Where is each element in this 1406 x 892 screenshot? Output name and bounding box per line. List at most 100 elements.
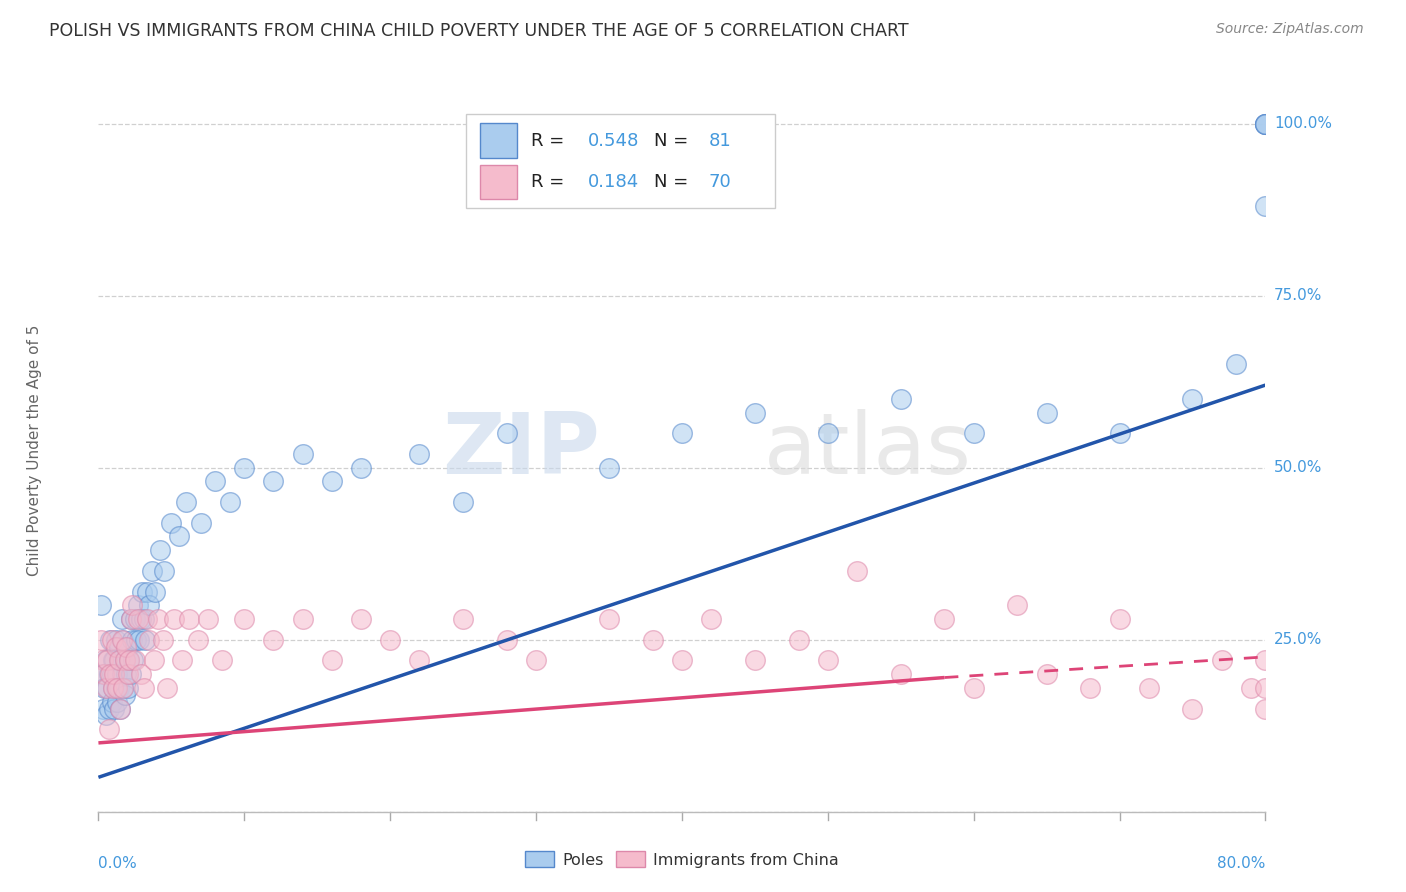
Text: 0.0%: 0.0%	[98, 856, 138, 871]
Point	[121, 632, 143, 647]
Point	[132, 612, 155, 626]
Text: ZIP: ZIP	[443, 409, 600, 492]
Point	[131, 584, 153, 599]
Point	[91, 667, 114, 681]
Point	[118, 653, 141, 667]
Point	[121, 599, 143, 613]
Point	[744, 406, 766, 420]
Point	[101, 653, 124, 667]
Point	[93, 667, 115, 681]
Point	[160, 516, 183, 530]
Text: 75.0%: 75.0%	[1274, 288, 1323, 303]
Point	[128, 632, 150, 647]
Point	[96, 681, 118, 695]
Point	[187, 632, 209, 647]
Point	[103, 667, 125, 681]
Point	[110, 701, 132, 715]
Point	[138, 632, 160, 647]
Point	[1007, 599, 1029, 613]
Point	[197, 612, 219, 626]
Point	[124, 653, 146, 667]
Point	[1254, 681, 1277, 695]
Text: 100.0%: 100.0%	[1274, 116, 1331, 131]
Point	[350, 460, 373, 475]
Legend: Poles, Immigrants from China: Poles, Immigrants from China	[520, 847, 844, 872]
Point	[163, 612, 186, 626]
Point	[700, 612, 723, 626]
Point	[408, 653, 430, 667]
Point	[233, 460, 256, 475]
Point	[96, 653, 118, 667]
Point	[103, 653, 125, 667]
Point	[104, 640, 127, 654]
Point	[104, 632, 127, 647]
Point	[90, 632, 112, 647]
Point	[100, 695, 122, 709]
Text: POLISH VS IMMIGRANTS FROM CHINA CHILD POVERTY UNDER THE AGE OF 5 CORRELATION CHA: POLISH VS IMMIGRANTS FROM CHINA CHILD PO…	[49, 22, 908, 40]
Point	[105, 695, 128, 709]
Text: Source: ZipAtlas.com: Source: ZipAtlas.com	[1216, 22, 1364, 37]
Point	[152, 632, 174, 647]
Point	[174, 495, 197, 509]
Point	[94, 653, 117, 667]
Point	[1225, 358, 1247, 372]
Point	[1254, 199, 1277, 213]
Point	[671, 653, 693, 667]
Point	[117, 667, 139, 681]
Point	[451, 612, 474, 626]
Point	[1254, 653, 1277, 667]
Point	[132, 681, 155, 695]
Point	[127, 599, 149, 613]
Point	[115, 640, 138, 654]
Point	[97, 701, 120, 715]
Text: Child Poverty Under the Age of 5: Child Poverty Under the Age of 5	[27, 325, 42, 576]
Point	[110, 701, 132, 715]
Point	[114, 653, 136, 667]
Point	[111, 612, 134, 626]
Point	[108, 681, 131, 695]
FancyBboxPatch shape	[465, 114, 775, 209]
Point	[112, 681, 135, 695]
Point	[1254, 701, 1277, 715]
Point	[211, 653, 233, 667]
Text: R =: R =	[531, 132, 571, 150]
Point	[122, 653, 145, 667]
Point	[108, 653, 131, 667]
Text: N =: N =	[654, 132, 695, 150]
Point	[127, 612, 149, 626]
Point	[156, 681, 179, 695]
Point	[934, 612, 956, 626]
Point	[1108, 426, 1130, 441]
Point	[114, 688, 136, 702]
Point	[846, 564, 869, 578]
Point	[496, 632, 519, 647]
Point	[135, 584, 157, 599]
Point	[1137, 681, 1160, 695]
Point	[1181, 701, 1204, 715]
Point	[598, 612, 620, 626]
Point	[1108, 612, 1130, 626]
Point	[524, 653, 547, 667]
Point	[97, 722, 120, 736]
Text: N =: N =	[654, 173, 695, 191]
Point	[94, 708, 117, 723]
Point	[101, 681, 124, 695]
Point	[135, 612, 157, 626]
Point	[149, 543, 172, 558]
Point	[744, 653, 766, 667]
Point	[1240, 681, 1263, 695]
Point	[1035, 406, 1057, 420]
Text: R =: R =	[531, 173, 571, 191]
Point	[321, 653, 343, 667]
Point	[170, 653, 193, 667]
Point	[962, 681, 984, 695]
Point	[262, 475, 284, 489]
Point	[125, 632, 148, 647]
Point	[321, 475, 343, 489]
Point	[233, 612, 256, 626]
Point	[291, 612, 314, 626]
Point	[141, 564, 163, 578]
Point	[204, 475, 226, 489]
Point	[153, 564, 176, 578]
Point	[97, 667, 120, 681]
